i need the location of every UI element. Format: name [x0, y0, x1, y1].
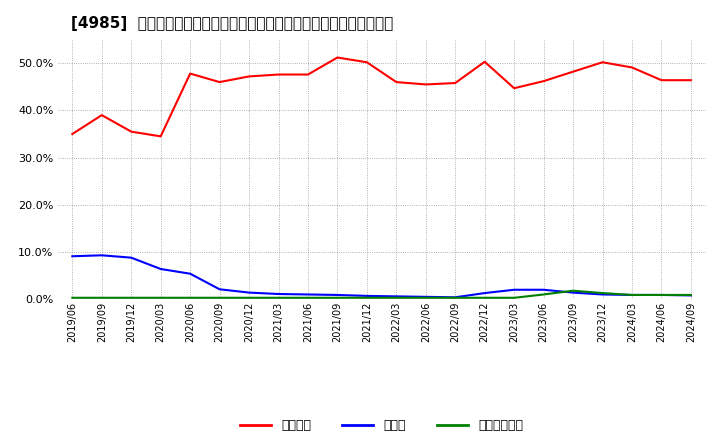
のれん	[68, 253, 76, 259]
のれん	[127, 255, 135, 260]
のれん	[451, 295, 459, 300]
自己資本	[598, 59, 607, 65]
のれん	[687, 293, 696, 298]
Legend: 自己資本, のれん, 繰延税金資産: 自己資本, のれん, 繰延税金資産	[235, 414, 528, 437]
繰延税金資産	[392, 295, 400, 301]
のれん	[333, 292, 342, 297]
繰延税金資産	[539, 292, 548, 297]
繰延税金資産	[480, 295, 489, 301]
のれん	[186, 271, 194, 276]
自己資本	[186, 71, 194, 76]
Line: 繰延税金資産: 繰延税金資産	[72, 291, 691, 298]
自己資本	[451, 81, 459, 86]
Line: のれん: のれん	[72, 255, 691, 297]
のれん	[156, 266, 165, 271]
繰延税金資産	[598, 290, 607, 296]
自己資本	[156, 134, 165, 139]
自己資本	[687, 77, 696, 83]
自己資本	[274, 72, 283, 77]
繰延税金資産	[333, 295, 342, 301]
自己資本	[539, 78, 548, 84]
のれん	[304, 292, 312, 297]
Text: [4985]  自己資本、のれん、繰延税金資産の総資産に対する比率の推移: [4985] 自己資本、のれん、繰延税金資産の総資産に対する比率の推移	[71, 16, 393, 32]
繰延税金資産	[68, 295, 76, 301]
のれん	[510, 287, 518, 293]
自己資本	[363, 59, 372, 65]
自己資本	[68, 132, 76, 137]
繰延税金資産	[569, 288, 577, 293]
繰延税金資産	[687, 292, 696, 297]
繰延税金資産	[186, 295, 194, 301]
のれん	[421, 294, 430, 300]
自己資本	[215, 80, 224, 85]
のれん	[245, 290, 253, 295]
繰延税金資産	[451, 295, 459, 301]
のれん	[539, 287, 548, 293]
自己資本	[657, 77, 666, 83]
自己資本	[569, 69, 577, 74]
のれん	[274, 291, 283, 297]
自己資本	[245, 74, 253, 79]
自己資本	[421, 82, 430, 87]
繰延税金資産	[421, 295, 430, 301]
のれん	[97, 253, 106, 258]
自己資本	[510, 85, 518, 91]
繰延税金資産	[127, 295, 135, 301]
繰延税金資産	[215, 295, 224, 301]
自己資本	[392, 80, 400, 85]
のれん	[392, 294, 400, 299]
自己資本	[127, 129, 135, 134]
のれん	[628, 292, 636, 297]
のれん	[480, 290, 489, 296]
自己資本	[97, 113, 106, 118]
自己資本	[628, 65, 636, 70]
繰延税金資産	[363, 295, 372, 301]
のれん	[657, 292, 666, 297]
繰延税金資産	[510, 295, 518, 301]
繰延税金資産	[628, 292, 636, 297]
Line: 自己資本: 自己資本	[72, 58, 691, 136]
繰延税金資産	[156, 295, 165, 301]
自己資本	[480, 59, 489, 64]
のれん	[569, 290, 577, 295]
自己資本	[333, 55, 342, 60]
のれん	[215, 286, 224, 292]
繰延税金資産	[304, 295, 312, 301]
繰延税金資産	[274, 295, 283, 301]
のれん	[598, 292, 607, 297]
繰延税金資産	[97, 295, 106, 301]
繰延税金資産	[245, 295, 253, 301]
自己資本	[304, 72, 312, 77]
のれん	[363, 293, 372, 298]
繰延税金資産	[657, 292, 666, 297]
